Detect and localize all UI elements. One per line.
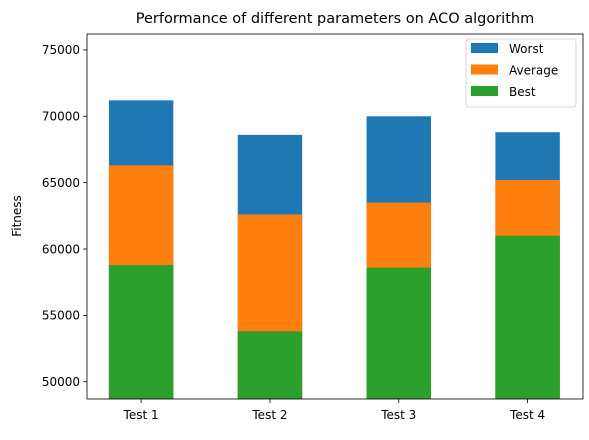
bars-layer (108, 100, 560, 400)
y-tick-label: 75000 (42, 43, 80, 57)
bar-best-2 (237, 331, 303, 399)
legend-label-worst: Worst (509, 42, 544, 56)
y-tick-label: 50000 (42, 375, 80, 389)
legend-swatch-best (471, 86, 498, 96)
x-tick-label: Test 3 (380, 408, 416, 422)
legend-swatch-average (471, 64, 498, 75)
legend-label-best: Best (509, 85, 536, 99)
legend: Worst Average Best (465, 38, 577, 108)
x-axis: Test 1 Test 2 Test 3 Test 4 (123, 399, 545, 422)
y-axis: 50000 55000 60000 65000 70000 75000 (42, 43, 87, 389)
x-tick-label: Test 4 (509, 408, 545, 422)
legend-items: Worst Average Best (471, 42, 558, 99)
x-tick-label: Test 1 (123, 408, 159, 422)
chart-title: Performance of different parameters on A… (136, 11, 534, 27)
legend-label-average: Average (509, 64, 558, 78)
legend-swatch-worst (471, 43, 498, 53)
y-tick-label: 65000 (42, 176, 80, 190)
y-axis-label: Fitness (10, 195, 24, 237)
bar-best-3 (366, 267, 431, 399)
x-tick-label: Test 2 (251, 408, 287, 422)
bar-best-1 (108, 264, 174, 399)
y-tick-label: 60000 (42, 242, 80, 256)
bar-best-4 (495, 235, 560, 399)
y-tick-label: 70000 (42, 110, 80, 124)
plot-frame (86, 33, 584, 400)
y-tick-label: 55000 (42, 309, 80, 323)
